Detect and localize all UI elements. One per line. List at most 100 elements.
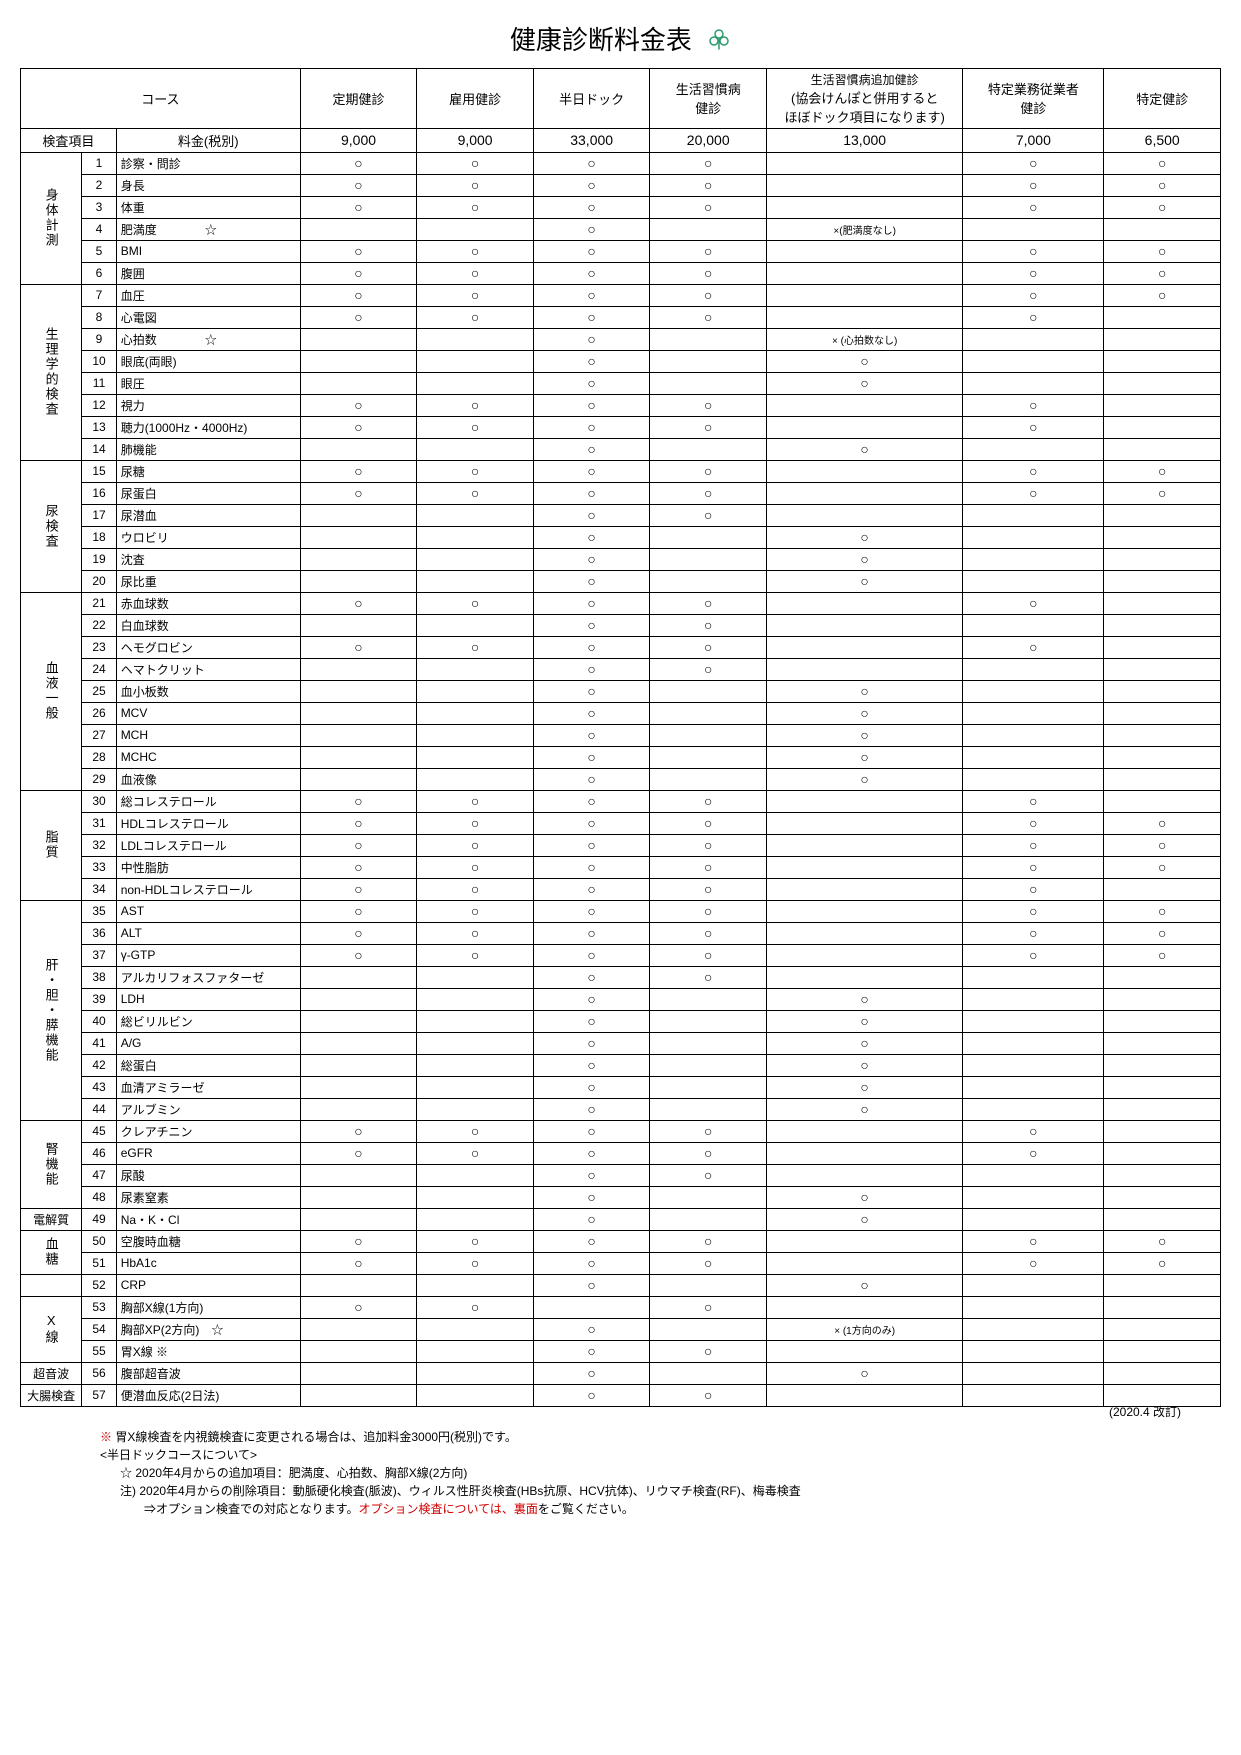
row-number: 38: [82, 966, 116, 988]
mark-cell: ○: [963, 152, 1104, 174]
table-row: 14肺機能○○: [21, 438, 1221, 460]
exam-item-header: 検査項目: [21, 128, 117, 152]
mark-cell: ○: [650, 592, 767, 614]
mark-cell: ○: [650, 1142, 767, 1164]
mark-cell: ○: [1104, 460, 1221, 482]
table-row: 33中性脂肪○○○○○○: [21, 856, 1221, 878]
mark-cell: [650, 372, 767, 394]
mark-cell: [650, 702, 767, 724]
mark-cell: ○: [767, 372, 963, 394]
plan-header: 半日ドック: [533, 68, 650, 128]
mark-cell: [767, 240, 963, 262]
mark-cell: ○: [1104, 196, 1221, 218]
table-row: 25血小板数○○: [21, 680, 1221, 702]
mark-cell: ○: [650, 878, 767, 900]
price-table: コース定期健診雇用健診半日ドック生活習慣病健診生活習慣病追加健診(協会けんぽと併…: [20, 68, 1221, 1407]
footnote-4: 注) 2020年4月からの削除項目：動脈硬化検査(脈波)、ウィルス性肝炎検査(H…: [100, 1482, 1221, 1500]
mark-cell: ○: [650, 1252, 767, 1274]
mark-cell: [1104, 1164, 1221, 1186]
mark-cell: ○: [963, 878, 1104, 900]
clover-icon: [707, 27, 731, 58]
mark-cell: [300, 768, 417, 790]
mark-cell: [300, 372, 417, 394]
mark-cell: [767, 856, 963, 878]
mark-cell: ○: [417, 1252, 534, 1274]
row-number: 16: [82, 482, 116, 504]
item-name: 白血球数: [116, 614, 300, 636]
mark-cell: [1104, 1010, 1221, 1032]
row-number: 28: [82, 746, 116, 768]
table-row: 32LDLコレステロール○○○○○○: [21, 834, 1221, 856]
mark-cell: [1104, 350, 1221, 372]
mark-cell: [650, 548, 767, 570]
mark-cell: ○: [300, 240, 417, 262]
mark-cell: [417, 1054, 534, 1076]
item-name: 空腹時血糖: [116, 1230, 300, 1252]
item-name: A/G: [116, 1032, 300, 1054]
category-label: 腎機能: [21, 1120, 82, 1208]
mark-cell: ○: [1104, 834, 1221, 856]
row-number: 14: [82, 438, 116, 460]
mark-cell: [1104, 1318, 1221, 1340]
row-number: 39: [82, 988, 116, 1010]
mark-cell: [650, 1032, 767, 1054]
mark-cell: ○: [963, 900, 1104, 922]
mark-cell: [1104, 1186, 1221, 1208]
mark-cell: [767, 504, 963, 526]
item-name: 総ビリルビン: [116, 1010, 300, 1032]
mark-cell: ○: [533, 482, 650, 504]
mark-cell: [300, 724, 417, 746]
footnotes: ※ 胃X線検査を内視鏡検査に変更される場合は、追加料金3000円(税別)です。 …: [20, 1428, 1221, 1518]
table-row: 36ALT○○○○○○: [21, 922, 1221, 944]
mark-cell: ○: [417, 1120, 534, 1142]
category-label: [21, 1274, 82, 1296]
row-number: 5: [82, 240, 116, 262]
mark-cell: [767, 482, 963, 504]
table-row: 54胸部XP(2方向) ☆○× (1方向のみ): [21, 1318, 1221, 1340]
row-number: 4: [82, 218, 116, 240]
mark-cell: [963, 570, 1104, 592]
mark-cell: ○: [963, 636, 1104, 658]
mark-cell: [300, 988, 417, 1010]
mark-cell: ○: [417, 174, 534, 196]
mark-cell: [963, 1296, 1104, 1318]
mark-cell: ○: [767, 988, 963, 1010]
mark-cell: [767, 878, 963, 900]
mark-cell: [650, 746, 767, 768]
row-number: 42: [82, 1054, 116, 1076]
mark-cell: [1104, 526, 1221, 548]
mark-cell: [417, 1340, 534, 1362]
table-row: 6腹囲○○○○○○: [21, 262, 1221, 284]
category-label: 身体計測: [21, 152, 82, 284]
item-name: 身長: [116, 174, 300, 196]
mark-cell: [1104, 1098, 1221, 1120]
mark-cell: ○: [533, 1274, 650, 1296]
item-name: ウロビリ: [116, 526, 300, 548]
mark-cell: [767, 658, 963, 680]
mark-cell: ○: [300, 856, 417, 878]
table-row: 31HDLコレステロール○○○○○○: [21, 812, 1221, 834]
mark-cell: ○: [533, 1208, 650, 1230]
mark-cell: ○: [650, 1164, 767, 1186]
mark-cell: ○: [767, 548, 963, 570]
row-number: 27: [82, 724, 116, 746]
mark-cell: [650, 1054, 767, 1076]
mark-cell: [650, 1318, 767, 1340]
item-name: 尿蛋白: [116, 482, 300, 504]
mark-cell: ○: [963, 482, 1104, 504]
mark-cell: ○: [533, 152, 650, 174]
mark-cell: [417, 1010, 534, 1032]
row-number: 48: [82, 1186, 116, 1208]
mark-cell: [1104, 1274, 1221, 1296]
table-row: 10眼底(両眼)○○: [21, 350, 1221, 372]
mark-cell: [300, 1186, 417, 1208]
row-number: 52: [82, 1274, 116, 1296]
mark-cell: ○: [533, 724, 650, 746]
mark-cell: ○: [650, 504, 767, 526]
mark-cell: [963, 328, 1104, 350]
plan-price: 20,000: [650, 128, 767, 152]
mark-cell: ○: [650, 416, 767, 438]
mark-cell: ○: [417, 1296, 534, 1318]
table-row: X線53胸部X線(1方向)○○○: [21, 1296, 1221, 1318]
mark-cell: [963, 746, 1104, 768]
